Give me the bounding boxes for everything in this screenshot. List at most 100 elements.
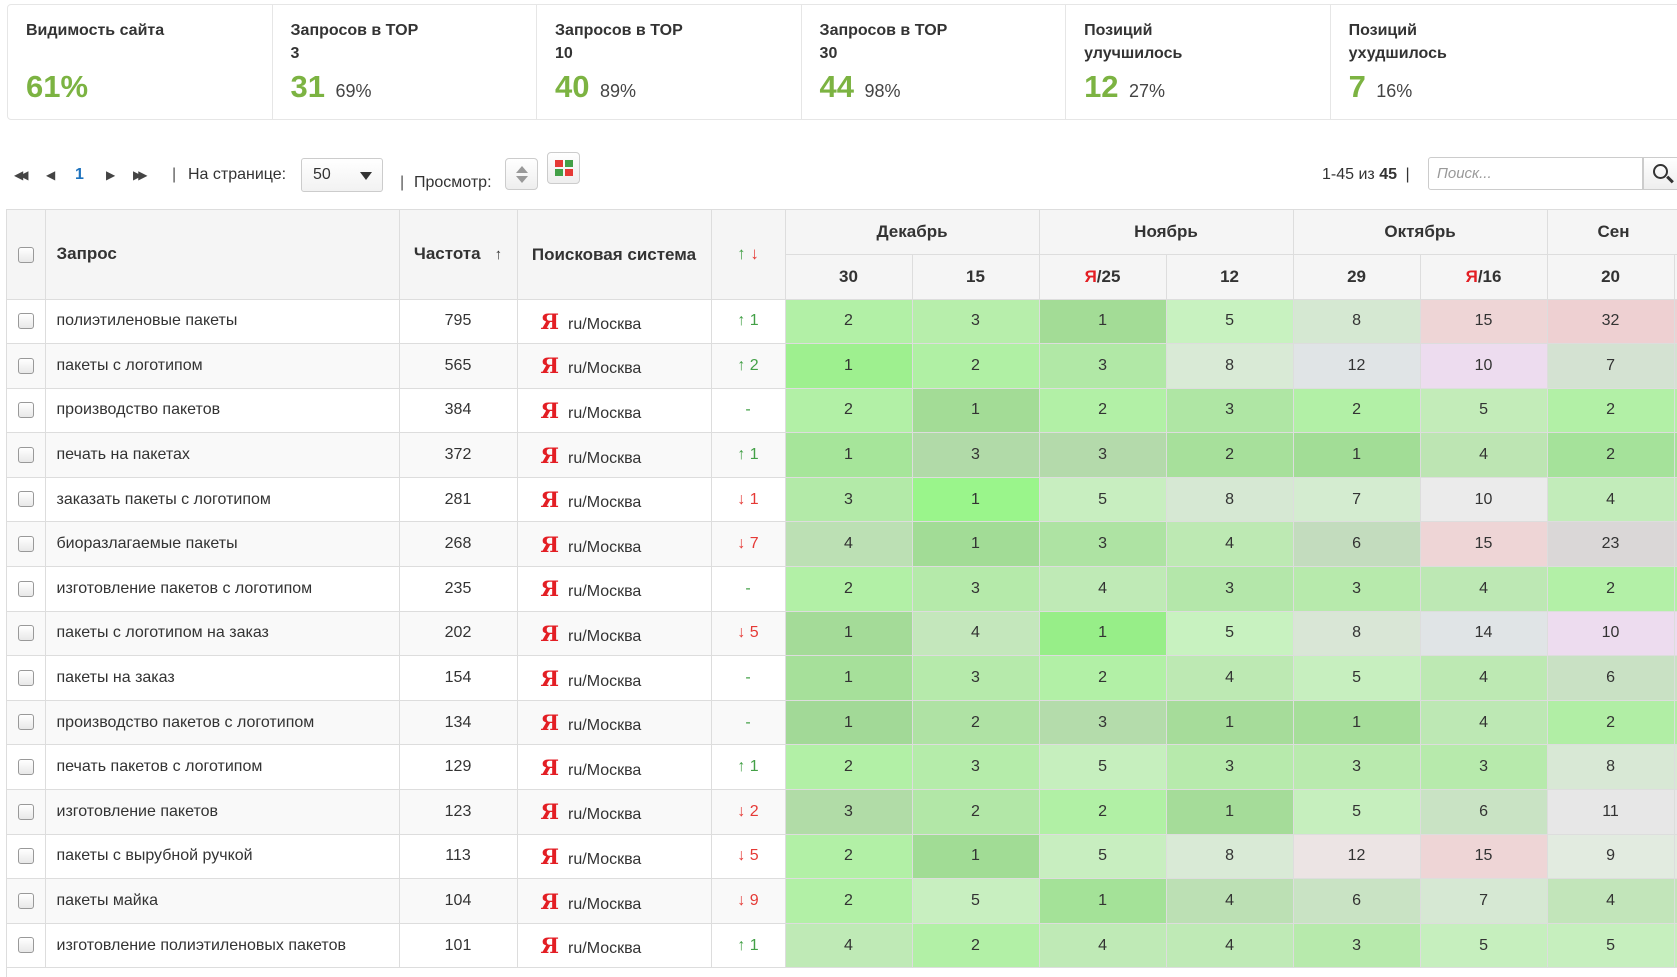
position-cell[interactable]: 15 <box>1420 299 1548 345</box>
position-cell[interactable]: 15 <box>1420 521 1548 568</box>
position-cell[interactable]: 3 <box>912 744 1040 791</box>
position-cell[interactable]: 8 <box>1166 343 1294 389</box>
prev-page-button[interactable]: ◀ <box>46 168 55 182</box>
position-cell[interactable]: 4 <box>1166 878 1294 924</box>
position-cell[interactable]: 1 <box>1039 878 1167 924</box>
position-cell[interactable]: 2 <box>1547 432 1675 478</box>
query-cell[interactable]: пакеты с логотипом <box>45 343 400 389</box>
position-cell[interactable]: 2 <box>912 343 1040 389</box>
search-button[interactable] <box>1643 157 1677 190</box>
position-cell[interactable]: 4 <box>785 923 913 969</box>
row-checkbox[interactable] <box>17 536 34 553</box>
row-checkbox[interactable] <box>17 313 34 330</box>
position-cell[interactable]: 2 <box>785 299 913 345</box>
position-cell[interactable]: 2 <box>785 834 913 880</box>
position-cell[interactable]: 3 <box>1166 744 1294 791</box>
position-cell[interactable]: 5 <box>1293 655 1421 701</box>
row-checkbox[interactable] <box>17 402 34 419</box>
position-cell[interactable]: 1 <box>1293 700 1421 746</box>
change-header[interactable]: ↑ ↓ <box>711 210 786 300</box>
position-cell[interactable]: 1 <box>785 343 913 389</box>
position-cell[interactable]: 2 <box>912 700 1040 746</box>
position-cell[interactable]: 3 <box>912 566 1040 612</box>
row-checkbox[interactable] <box>17 625 34 642</box>
position-cell[interactable]: 5 <box>1293 789 1421 835</box>
query-cell[interactable]: производство пакетов с логотипом <box>45 700 400 746</box>
per-page-select[interactable]: 50 <box>301 158 383 192</box>
position-cell[interactable]: 12 <box>1293 343 1421 389</box>
position-cell[interactable]: 1 <box>912 834 1040 880</box>
position-cell[interactable]: 1 <box>912 521 1040 568</box>
position-cell[interactable]: 3 <box>912 299 1040 345</box>
frequency-header[interactable]: Частота ↑ <box>399 210 518 300</box>
position-cell[interactable]: 1 <box>785 700 913 746</box>
position-cell[interactable]: 5 <box>1166 611 1294 657</box>
position-cell[interactable]: 4 <box>1166 655 1294 701</box>
position-cell[interactable]: 2 <box>1039 789 1167 835</box>
position-cell[interactable]: 3 <box>1039 521 1167 568</box>
query-cell[interactable]: пакеты с вырубной ручкой <box>45 834 400 880</box>
position-cell[interactable]: 8 <box>1293 611 1421 657</box>
query-cell[interactable]: печать на пакетах <box>45 432 400 478</box>
position-cell[interactable]: 2 <box>785 878 913 924</box>
position-cell[interactable]: 1 <box>1166 789 1294 835</box>
position-cell[interactable]: 7 <box>1293 477 1421 523</box>
position-cell[interactable]: 4 <box>1420 655 1548 701</box>
row-checkbox[interactable] <box>17 669 34 686</box>
position-cell[interactable]: 5 <box>1166 299 1294 345</box>
position-cell[interactable]: 5 <box>1547 923 1675 969</box>
query-cell[interactable]: печать пакетов с логотипом <box>45 744 400 791</box>
position-cell[interactable]: 1 <box>785 655 913 701</box>
position-cell[interactable]: 8 <box>1293 299 1421 345</box>
position-cell[interactable]: 3 <box>1293 744 1421 791</box>
position-cell[interactable]: 23 <box>1547 521 1675 568</box>
position-cell[interactable]: 3 <box>1039 700 1167 746</box>
position-cell[interactable]: 7 <box>1420 878 1548 924</box>
query-cell[interactable]: производство пакетов <box>45 388 400 434</box>
position-cell[interactable]: 3 <box>1039 432 1167 478</box>
position-cell[interactable]: 1 <box>1039 611 1167 657</box>
position-cell[interactable]: 1 <box>912 388 1040 434</box>
current-page[interactable]: 1 <box>75 166 84 183</box>
position-cell[interactable]: 2 <box>1547 566 1675 612</box>
position-cell[interactable]: 14 <box>1420 611 1548 657</box>
position-cell[interactable]: 1 <box>1039 299 1167 345</box>
last-page-button[interactable]: ▶▶ <box>133 168 148 182</box>
engine-header[interactable]: Поисковая система <box>517 210 712 300</box>
position-cell[interactable]: 32 <box>1547 299 1675 345</box>
query-cell[interactable]: изготовление пакетов с логотипом <box>45 566 400 612</box>
position-cell[interactable]: 1 <box>785 432 913 478</box>
position-cell[interactable]: 8 <box>1166 477 1294 523</box>
position-cell[interactable]: 2 <box>912 923 1040 969</box>
row-checkbox[interactable] <box>17 759 34 775</box>
row-checkbox[interactable] <box>17 491 34 508</box>
position-cell[interactable]: 1 <box>1166 700 1294 746</box>
row-checkbox[interactable] <box>17 937 34 954</box>
row-checkbox[interactable] <box>17 803 34 820</box>
position-cell[interactable]: 11 <box>1547 789 1675 835</box>
query-cell[interactable]: полиэтиленовые пакеты <box>45 299 400 345</box>
position-cell[interactable]: 2 <box>785 744 913 791</box>
position-cell[interactable]: 10 <box>1547 611 1675 657</box>
position-cell[interactable]: 4 <box>1420 432 1548 478</box>
view-sort-button[interactable] <box>505 158 538 190</box>
next-page-button[interactable]: ▶ <box>106 168 115 182</box>
row-checkbox[interactable] <box>17 892 34 909</box>
position-cell[interactable]: 4 <box>1039 566 1167 612</box>
position-cell[interactable]: 12 <box>1293 834 1421 880</box>
position-cell[interactable]: 4 <box>785 521 913 568</box>
position-cell[interactable]: 5 <box>1039 477 1167 523</box>
position-cell[interactable]: 2 <box>1166 432 1294 478</box>
position-cell[interactable]: 5 <box>1039 834 1167 880</box>
position-cell[interactable]: 5 <box>1039 744 1167 791</box>
position-cell[interactable]: 3 <box>1166 388 1294 434</box>
